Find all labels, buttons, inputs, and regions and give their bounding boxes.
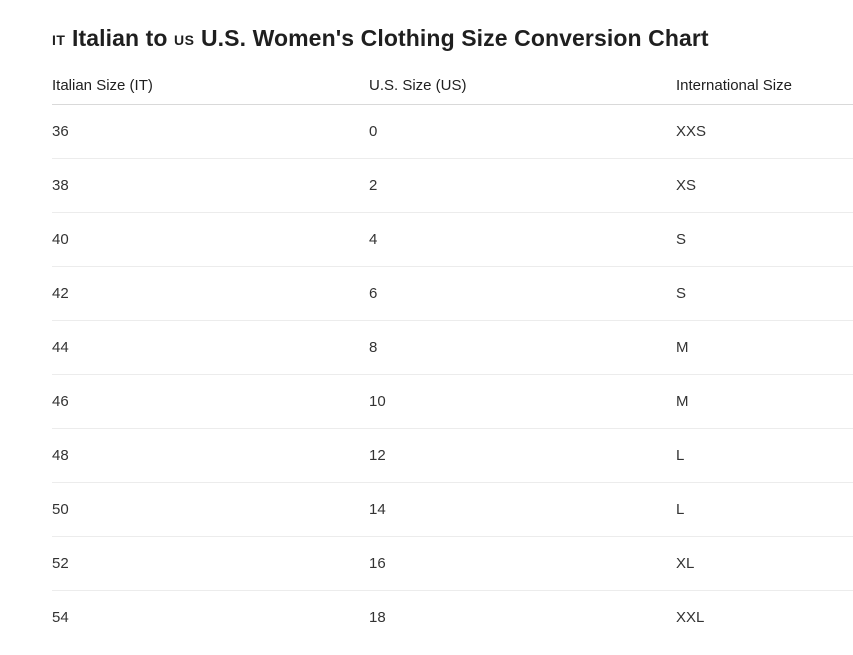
cell-international-size: M — [676, 320, 853, 375]
page-title: IT Italian to US U.S. Women's Clothing S… — [52, 22, 709, 56]
table-row: 48 12 L — [52, 428, 853, 483]
cell-us-size: 8 — [369, 320, 676, 375]
cell-italian-size: 52 — [52, 536, 369, 591]
cell-international-size: XXS — [676, 104, 853, 159]
table-header: Italian Size (IT) U.S. Size (US) Interna… — [52, 66, 853, 105]
cell-international-size: S — [676, 212, 853, 267]
table-row: 54 18 XXL — [52, 591, 853, 645]
cell-us-size: 6 — [369, 266, 676, 321]
cell-italian-size: 38 — [52, 158, 369, 213]
cell-us-size: 0 — [369, 104, 676, 159]
column-header-international-size: International Size — [676, 66, 853, 105]
cell-italian-size: 40 — [52, 212, 369, 267]
cell-italian-size: 36 — [52, 104, 369, 159]
table-row: 44 8 M — [52, 320, 853, 375]
cell-italian-size: 48 — [52, 428, 369, 483]
cell-international-size: S — [676, 266, 853, 321]
cell-italian-size: 44 — [52, 320, 369, 375]
usa-flag-icon: US — [174, 32, 195, 48]
cell-us-size: 12 — [369, 428, 676, 483]
cell-us-size: 2 — [369, 158, 676, 213]
table-body: 36 0 XXS 38 2 XS 40 4 S 42 6 S 44 8 — [52, 104, 853, 645]
cell-italian-size: 54 — [52, 609, 69, 626]
cell-us-size: 10 — [369, 374, 676, 429]
cell-us-size: 4 — [369, 212, 676, 267]
table-row: 52 16 XL — [52, 536, 853, 591]
table-row: 36 0 XXS — [52, 104, 853, 159]
cell-international-size: XXL — [676, 609, 705, 626]
italy-flag-icon: IT — [52, 32, 66, 48]
table-row: 38 2 XS — [52, 158, 853, 213]
cell-italian-size: 42 — [52, 266, 369, 321]
cell-international-size: L — [676, 482, 853, 537]
cell-us-size: 16 — [369, 536, 676, 591]
size-conversion-table: Italian Size (IT) U.S. Size (US) Interna… — [52, 66, 853, 644]
cell-us-size: 18 — [369, 609, 386, 626]
cell-italian-size: 50 — [52, 482, 369, 537]
cell-international-size: L — [676, 428, 853, 483]
title-text-part1: Italian to — [71, 25, 168, 51]
table-row: 40 4 S — [52, 212, 853, 267]
cell-us-size: 14 — [369, 482, 676, 537]
table-row: 50 14 L — [52, 482, 853, 537]
title-text-part2: U.S. Women's Clothing Size Conversion Ch… — [200, 25, 709, 51]
column-header-italian-size: Italian Size (IT) — [52, 66, 369, 105]
table-row: 46 10 M — [52, 374, 853, 429]
cell-italian-size: 46 — [52, 374, 369, 429]
header-row: Italian Size (IT) U.S. Size (US) Interna… — [52, 66, 853, 105]
cell-international-size: XL — [676, 536, 853, 591]
cell-international-size: M — [676, 374, 853, 429]
table-row: 42 6 S — [52, 266, 853, 321]
cell-international-size: XS — [676, 158, 853, 213]
column-header-us-size: U.S. Size (US) — [369, 66, 676, 105]
